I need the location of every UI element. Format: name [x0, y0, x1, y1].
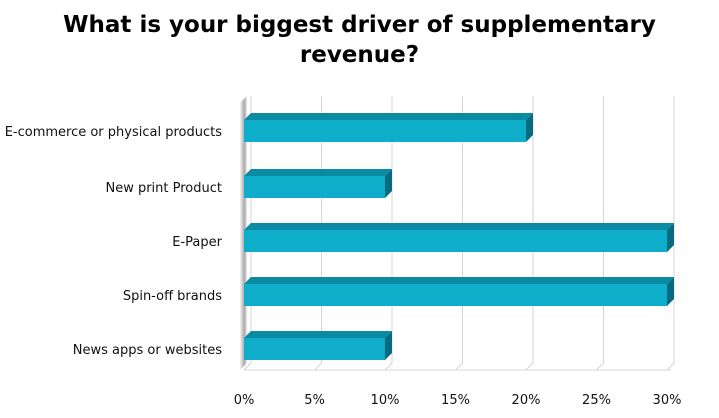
grid-line-depth	[384, 362, 393, 371]
bar	[244, 230, 667, 252]
bars	[244, 113, 674, 360]
x-tick-label: 20%	[512, 393, 541, 408]
category-label: News apps or websites	[73, 343, 222, 358]
chart-title-line-2: revenue?	[299, 42, 420, 68]
bar-side-face	[385, 169, 392, 198]
grid-line-depth	[525, 362, 534, 371]
bar-top-face	[244, 331, 392, 338]
bar	[244, 284, 667, 306]
bar	[244, 176, 385, 198]
bar	[244, 338, 385, 360]
grid-line-depth	[596, 362, 604, 371]
bar-side-face	[667, 277, 674, 306]
x-tick-label: 5%	[304, 393, 325, 408]
bar-top-face	[244, 277, 674, 284]
bar-top-face	[244, 113, 533, 120]
grid-line-depth	[666, 362, 675, 371]
x-tick-labels: 0% 5% 10% 15% 20% 25% 30%	[234, 393, 682, 408]
grid-line-depth	[455, 362, 463, 371]
chart-title: What is your biggest driver of supplemen…	[0, 10, 719, 70]
category-label: E-Paper	[172, 235, 222, 250]
x-tick-label: 25%	[582, 393, 611, 408]
chart-title-line-1: What is your biggest driver of supplemen…	[63, 12, 656, 38]
bar-side-face	[667, 223, 674, 252]
bar-top-face	[244, 223, 674, 230]
grid-line-depth	[314, 362, 322, 371]
x-tick-label: 15%	[441, 393, 470, 408]
category-label: New print Product	[105, 181, 222, 196]
category-label: E-commerce or physical products	[5, 125, 223, 140]
grid-line-depth	[243, 362, 252, 371]
bar-side-face	[385, 331, 392, 360]
x-tick-label: 0%	[234, 393, 255, 408]
x-tick-label: 10%	[371, 393, 400, 408]
x-tick-label: 30%	[653, 393, 682, 408]
category-label: Spin-off brands	[123, 289, 222, 304]
bar	[244, 120, 526, 142]
bar-top-face	[244, 169, 392, 176]
category-labels: E-commerce or physical products New print…	[5, 125, 223, 358]
bar-side-face	[526, 113, 533, 142]
